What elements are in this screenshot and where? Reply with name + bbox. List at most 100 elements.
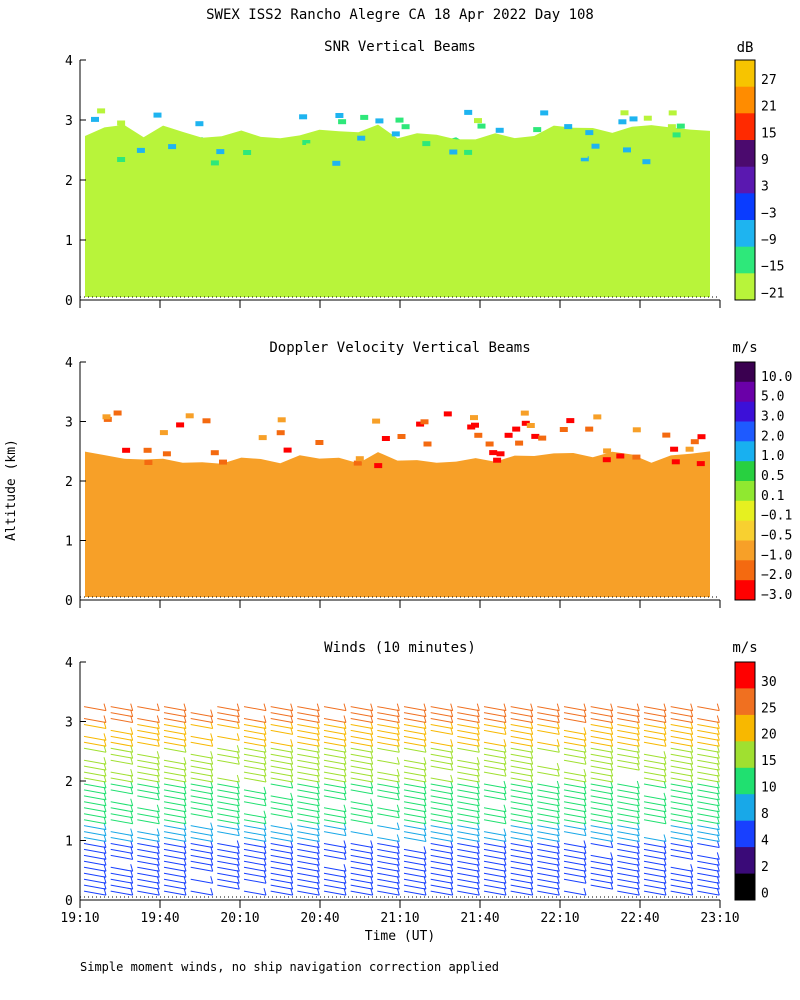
wind-barb: [297, 718, 320, 723]
wind-barb: [270, 712, 293, 718]
wind-barb: [457, 795, 480, 801]
wind-barb: [110, 801, 133, 807]
panel1-y-tick-label: 4: [65, 54, 73, 69]
wind-barb: [617, 741, 640, 747]
wind-barb: [457, 825, 480, 831]
wind-barb: [590, 854, 613, 860]
wind-barb: [350, 771, 373, 777]
wind-barb: [243, 735, 267, 741]
wind-barb: [297, 759, 320, 765]
panel2-cell: [559, 427, 568, 432]
wind-barb: [377, 724, 400, 729]
wind-barb-flag: [370, 703, 374, 711]
wind-barb-flag: [370, 798, 374, 806]
wind-barb: [270, 741, 293, 747]
panel1-cell: [676, 123, 685, 129]
wind-barb: [670, 819, 693, 825]
wind-barb: [510, 765, 533, 771]
wind-barb: [617, 843, 640, 848]
panel3-colorbar-segment: [735, 794, 755, 822]
wind-barb: [590, 724, 613, 729]
panel2-colorbar-segment: [735, 580, 755, 601]
wind-barb: [617, 854, 640, 860]
wind-barb: [563, 777, 587, 783]
wind-barb: [110, 759, 133, 765]
wind-barb: [483, 795, 507, 801]
wind-barb-flag: [503, 780, 507, 789]
wind-barb: [83, 825, 107, 831]
wind-barb: [697, 777, 720, 783]
panel2-cell: [372, 418, 381, 424]
wind-barb: [670, 777, 693, 783]
wind-barb: [457, 801, 480, 807]
wind-barb-flag: [423, 703, 427, 711]
wind-barb: [163, 884, 187, 890]
wind-barb: [537, 866, 560, 872]
wind-barb-flag: [156, 804, 160, 812]
wind-barb: [430, 741, 453, 747]
wind-barb: [163, 813, 187, 819]
panel2-cell: [496, 451, 505, 457]
wind-barb: [457, 890, 480, 896]
wind-barb: [350, 807, 373, 813]
wind-barb: [137, 813, 160, 819]
wind-barb: [430, 724, 453, 729]
wind-barb: [697, 753, 720, 759]
wind-barb: [377, 860, 400, 866]
wind-barb: [510, 854, 533, 860]
wind-barb: [643, 866, 667, 872]
wind-barb: [377, 718, 400, 723]
panel1-cell: [383, 149, 392, 155]
wind-barb: [457, 718, 480, 723]
wind-barb: [243, 866, 267, 872]
wind-barb: [217, 813, 240, 819]
wind-barb: [297, 890, 320, 896]
panel3-colorbar-label: 2: [761, 860, 769, 875]
wind-barb: [243, 718, 267, 723]
panel3-colorbar-segment: [735, 767, 755, 795]
wind-barb: [510, 777, 533, 783]
wind-barb: [563, 848, 587, 854]
wind-barb: [403, 884, 427, 890]
wind-barb: [403, 777, 427, 783]
wind-barb: [270, 807, 293, 813]
wind-barb: [217, 866, 240, 872]
wind-barb: [217, 789, 240, 795]
wind-barb-flag: [316, 703, 320, 711]
wind-barb: [243, 848, 267, 854]
wind-barb: [83, 741, 107, 747]
wind-barb: [430, 747, 453, 753]
wind-barb-flag: [503, 804, 507, 812]
wind-barb-flag: [103, 703, 107, 711]
panel1-cell: [449, 149, 458, 155]
wind-barb: [190, 825, 213, 831]
wind-barb: [217, 706, 240, 712]
wind-barb: [510, 753, 533, 759]
panel1-cell: [302, 140, 311, 145]
wind-barb: [243, 741, 267, 747]
wind-barb: [590, 831, 613, 837]
wind-barb: [457, 765, 480, 771]
wind-barb: [510, 706, 533, 712]
wind-barb: [377, 837, 400, 842]
wind-barb: [110, 753, 133, 759]
wind-barb: [643, 807, 667, 813]
wind-barb: [537, 765, 560, 771]
wind-barb: [537, 729, 560, 735]
wind-barb: [643, 765, 667, 771]
panel2-cell: [159, 430, 168, 436]
wind-barb-flag: [583, 703, 587, 711]
wind-barb: [350, 747, 373, 753]
panel2-cell: [102, 414, 111, 420]
wind-barb: [537, 854, 560, 860]
wind-barb: [297, 848, 320, 854]
wind-barb: [83, 777, 107, 783]
wind-barb: [590, 735, 613, 741]
wind-barb: [297, 724, 320, 729]
wind-barb: [323, 866, 347, 872]
panel1-cell: [422, 141, 431, 147]
wind-barb: [590, 741, 613, 747]
wind-barb: [510, 724, 533, 729]
x-tick-label: 20:40: [300, 911, 339, 926]
